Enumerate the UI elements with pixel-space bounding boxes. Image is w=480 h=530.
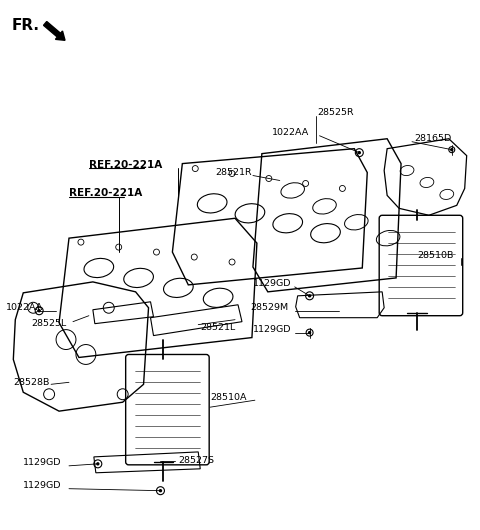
Text: 28528B: 28528B — [13, 378, 50, 387]
Text: 1129GD: 1129GD — [23, 458, 62, 467]
Text: 1129GD: 1129GD — [253, 279, 291, 288]
Text: 28521R: 28521R — [215, 168, 252, 177]
Text: 1129GD: 1129GD — [23, 481, 62, 490]
Text: 1129GD: 1129GD — [253, 325, 291, 334]
Circle shape — [38, 310, 40, 312]
Circle shape — [159, 490, 161, 492]
Circle shape — [358, 152, 360, 154]
Circle shape — [309, 332, 311, 333]
Text: 28521L: 28521L — [200, 323, 236, 332]
Text: REF.20-221A: REF.20-221A — [89, 160, 162, 170]
Text: FR.: FR. — [12, 19, 39, 33]
Text: 28529M: 28529M — [250, 303, 288, 312]
Circle shape — [309, 295, 311, 297]
Text: 28510B: 28510B — [417, 251, 453, 260]
Text: REF.20-221A: REF.20-221A — [69, 189, 142, 198]
Text: 28527S: 28527S — [179, 456, 215, 465]
Circle shape — [97, 463, 99, 465]
Text: 28510A: 28510A — [210, 393, 247, 402]
FancyArrow shape — [44, 22, 65, 40]
Text: 28525L: 28525L — [31, 319, 66, 328]
Text: 28525R: 28525R — [318, 109, 354, 117]
Circle shape — [451, 149, 453, 151]
Text: 1022AA: 1022AA — [272, 128, 309, 137]
Text: 1022AA: 1022AA — [6, 303, 44, 312]
Text: 28165D: 28165D — [414, 134, 451, 143]
